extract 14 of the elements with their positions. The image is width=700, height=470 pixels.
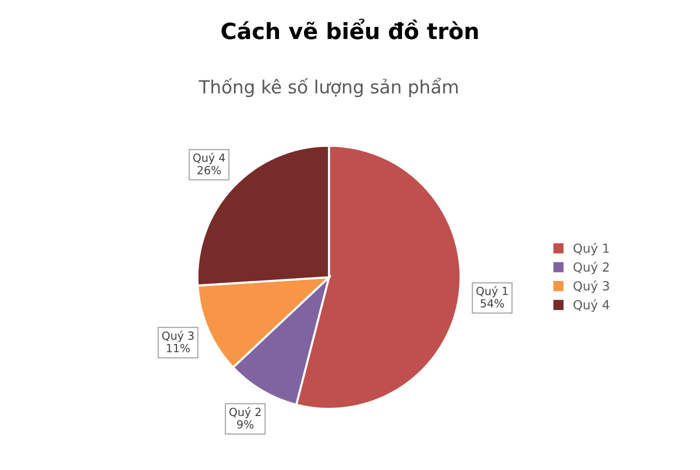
data-label: 9% (237, 420, 254, 429)
slice-label: Quý 2 (229, 407, 261, 418)
legend-label: Quý 1 (574, 242, 609, 256)
data-label: 11% (166, 344, 190, 352)
slice-label: Quý 4 (193, 152, 225, 164)
text: Cách vẽ biểu đồ tròn (222, 18, 478, 40)
legend-label: Quý 3 (574, 280, 609, 294)
data-label: 54% (480, 299, 504, 308)
slice-label: Quý 1 (476, 286, 508, 298)
chart-title: Thống kê số lượng sản phẩm (198, 78, 458, 98)
legend-label: Quý 4 (574, 299, 610, 312)
legend-label: Quý 2 (574, 262, 609, 274)
slice-label: Quý 3 (162, 330, 194, 342)
data-label: 26% (198, 166, 221, 174)
